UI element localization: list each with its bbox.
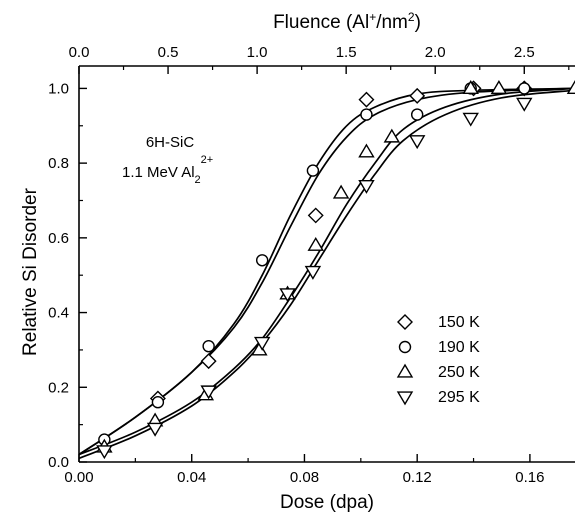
- top-axis-title: Fluence (Al+/nm2): [273, 10, 421, 33]
- y-axis-title: Relative Si Disorder: [20, 187, 41, 356]
- annotation-material: 6H-SiC: [146, 134, 195, 151]
- legend-label: 150 K: [438, 314, 480, 331]
- data-point-295k: [462, 112, 479, 127]
- x-tick-label: 0.00: [64, 469, 93, 486]
- top-axis-title-sup: +: [369, 10, 376, 24]
- annotation-ion-sub: 2: [195, 174, 201, 186]
- data-point-250k: [332, 184, 350, 199]
- data-point-190k: [410, 108, 424, 121]
- top-tick-label: 0.0: [69, 44, 90, 61]
- data-point-190k: [151, 396, 165, 409]
- fit-curve-190k: [78, 87, 575, 456]
- annotation-ion: 1.1 MeV Al22+: [122, 154, 213, 186]
- data-point-190k: [518, 82, 531, 95]
- top-tick-label: 2.5: [514, 44, 535, 61]
- top-tick-label: 1.0: [247, 44, 268, 61]
- data-point-295k: [408, 135, 426, 150]
- x-tick-label: 0.12: [403, 469, 432, 486]
- y-tick-label: 0.2: [48, 379, 69, 396]
- data-point-250k: [566, 80, 575, 95]
- x-tick-label: 0.08: [290, 469, 319, 486]
- data-point-250k: [383, 128, 401, 143]
- legend: 150 K 190 K 250 K 295 K: [396, 314, 480, 406]
- y-tick-label: 0.6: [48, 230, 69, 247]
- top-axis-title-part3: ): [415, 12, 421, 33]
- top-tick-label: 1.5: [336, 44, 357, 61]
- data-point-250k: [358, 143, 375, 158]
- data-point-250k: [490, 80, 508, 95]
- top-tick-label: 0.5: [158, 44, 179, 61]
- y-tick-label: 0.4: [48, 305, 69, 322]
- y-tick-label: 0.8: [48, 155, 69, 172]
- axes-layer: 0.00 0.04 0.08 0.12 0.16 0.0 0.5 1.0 1.5 2.0 2.5 0.…: [48, 44, 575, 486]
- data-point-190k: [202, 339, 215, 353]
- data-point-250k: [307, 236, 324, 251]
- data-point-295k: [516, 97, 533, 112]
- data-point-150k: [409, 87, 426, 104]
- x-tick-label: 0.04: [177, 469, 206, 486]
- data-point-295k: [200, 385, 217, 400]
- data-point-150k: [307, 207, 324, 224]
- points-layer: [96, 80, 575, 460]
- fit-curve-295k: [78, 89, 575, 460]
- annotation-ion-text: 1.1 MeV Al: [122, 164, 195, 181]
- data-point-295k: [96, 445, 113, 460]
- annotation-ion-sup: 2+: [201, 154, 214, 166]
- data-point-150k: [200, 353, 217, 370]
- y-tick-label: 1.0: [48, 80, 69, 97]
- top-axis-title-sup2: 2: [408, 10, 415, 24]
- y-tick-label: 0.0: [48, 454, 69, 471]
- data-point-295k: [279, 288, 296, 303]
- data-point-295k: [304, 265, 322, 280]
- curves-layer: [78, 87, 575, 460]
- data-point-190k: [255, 254, 269, 267]
- legend-marker-250k: [396, 363, 414, 378]
- legend-label: 295 K: [438, 389, 480, 406]
- legend-marker-190k: [398, 340, 412, 354]
- top-axis-title-part1: Fluence (Al: [273, 12, 369, 33]
- data-point-295k: [146, 422, 164, 437]
- data-point-250k: [462, 80, 479, 95]
- legend-marker-295k: [396, 391, 414, 406]
- legend-label: 190 K: [438, 339, 480, 356]
- x-tick-label: 0.16: [515, 469, 544, 486]
- legend-label: 250 K: [438, 364, 480, 381]
- x-axis-title: Dose (dpa): [280, 492, 374, 513]
- data-point-150k: [358, 91, 375, 108]
- data-point-190k: [306, 164, 320, 177]
- top-axis-title-part2: /nm: [376, 12, 408, 33]
- top-tick-label: 2.0: [425, 44, 446, 61]
- data-point-295k: [358, 179, 375, 194]
- data-point-190k: [360, 108, 373, 121]
- fit-curve-250k: [78, 87, 575, 456]
- data-point-295k: [253, 336, 271, 351]
- legend-marker-150k: [397, 314, 413, 330]
